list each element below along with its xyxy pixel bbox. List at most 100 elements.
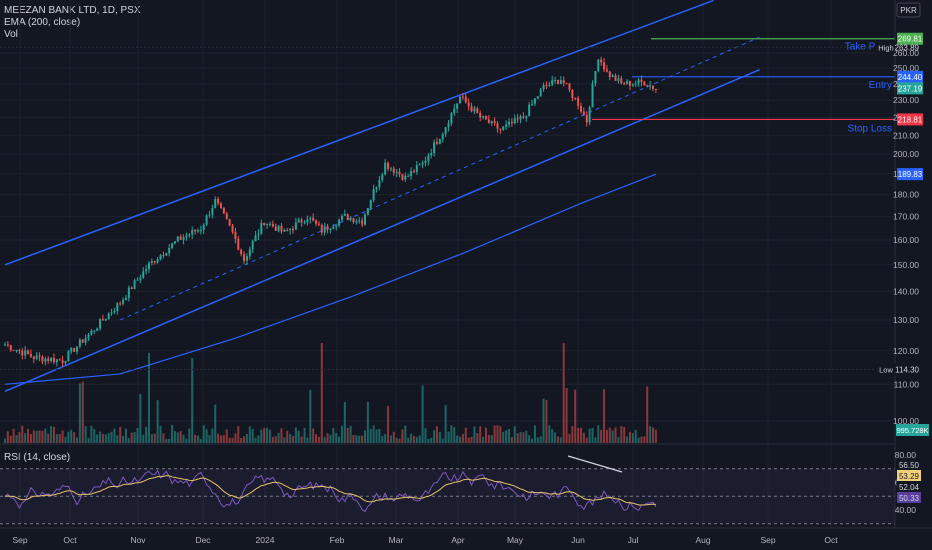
candle-body	[78, 339, 81, 347]
candle-body	[522, 116, 525, 118]
volume-bar	[502, 431, 505, 443]
volume-bar	[559, 437, 562, 443]
volume-bar	[654, 429, 657, 443]
candle-body	[594, 71, 597, 84]
candle-body	[568, 83, 571, 90]
ema-legend[interactable]: EMA (200, close)	[4, 17, 81, 28]
candle-body	[214, 199, 217, 209]
volume-bar	[387, 406, 390, 443]
candle-body	[283, 229, 286, 232]
candle-body	[496, 123, 499, 129]
candle-body	[263, 222, 266, 226]
volume-bar	[545, 399, 548, 443]
ema-tag	[897, 168, 923, 181]
candle-body	[228, 219, 231, 226]
candle-body	[487, 119, 490, 123]
volume-bar	[358, 435, 361, 443]
volume-bar	[338, 436, 341, 443]
candle-body	[441, 134, 444, 140]
candle-body	[156, 259, 159, 263]
rsi-tag	[897, 481, 921, 492]
entry-label: Entry	[869, 80, 892, 91]
volume-bar	[649, 426, 652, 443]
volume-bar	[536, 437, 539, 443]
time-tick-label: Jul	[628, 535, 639, 545]
candle-body	[614, 75, 617, 81]
volume-bar	[496, 425, 499, 443]
candle-body	[649, 85, 652, 87]
candle-body	[99, 319, 102, 329]
volume-bar	[605, 429, 608, 443]
volume-bar	[554, 432, 557, 443]
volume-bar	[156, 400, 159, 443]
volume-bar	[401, 429, 404, 443]
candle-body	[459, 96, 462, 104]
candle-body	[243, 254, 246, 261]
candle-body	[375, 187, 378, 190]
volume-bar	[76, 437, 78, 443]
volume-bar	[124, 428, 127, 443]
time-axis	[0, 528, 932, 550]
volume-bar	[340, 425, 343, 443]
volume-bar	[188, 428, 191, 443]
volume-bar	[240, 438, 243, 443]
volume-bar	[505, 430, 508, 443]
volume-bar	[528, 435, 531, 443]
volume-bar	[450, 425, 453, 443]
volume-legend[interactable]: Vol	[4, 29, 18, 40]
candle-body	[378, 179, 381, 188]
volume-bar	[652, 427, 654, 443]
volume-bar	[245, 434, 248, 443]
candle-body	[559, 80, 562, 84]
candle-body	[194, 229, 197, 232]
price-tick-label: 150.00	[893, 260, 919, 270]
rsi-legend[interactable]: RSI (14, close)	[4, 452, 71, 463]
volume-bar	[574, 389, 577, 443]
candle-body	[605, 69, 608, 72]
candle-body	[580, 106, 582, 112]
candle-body	[266, 223, 269, 226]
volume-bar	[640, 436, 643, 443]
candle-body	[217, 199, 220, 204]
candle-body	[116, 303, 119, 311]
candle-body	[484, 115, 487, 120]
candle-body	[84, 338, 87, 343]
candle-body	[628, 80, 631, 86]
volume-bar	[142, 434, 145, 443]
volume-bar	[271, 437, 274, 443]
volume-bar	[366, 401, 369, 443]
candle-body	[6, 344, 9, 346]
candle-body	[433, 142, 436, 153]
volume-tag	[896, 424, 929, 436]
volume-bar	[205, 429, 208, 443]
volume-bar	[580, 427, 582, 443]
volume-bar	[349, 425, 352, 443]
volume-bar	[611, 430, 614, 443]
candle-body	[277, 225, 280, 231]
volume-bar	[634, 429, 637, 443]
volume-bar	[214, 404, 217, 443]
candle-body	[369, 200, 372, 209]
volume-bar	[274, 436, 277, 443]
volume-bar	[136, 427, 139, 443]
volume-bar	[320, 343, 323, 443]
channel-lower-line	[4, 68, 760, 393]
volume-bar	[260, 429, 263, 443]
candle-body	[470, 106, 473, 112]
candle-body	[237, 238, 240, 250]
price-tick-label: 210.00	[893, 130, 919, 140]
volume-bar	[162, 433, 165, 443]
candle-body	[355, 221, 358, 223]
volume-bar	[263, 427, 266, 443]
volume-bar	[292, 435, 294, 443]
volume-bar	[628, 431, 631, 443]
volume-bar	[148, 353, 150, 443]
volume-bar	[548, 425, 551, 443]
candle-body	[274, 226, 277, 231]
volume-bar	[248, 426, 251, 443]
candle-body	[196, 230, 199, 232]
volume-bar	[510, 437, 513, 443]
volume-bar	[159, 425, 162, 443]
volume-bar	[176, 432, 179, 443]
